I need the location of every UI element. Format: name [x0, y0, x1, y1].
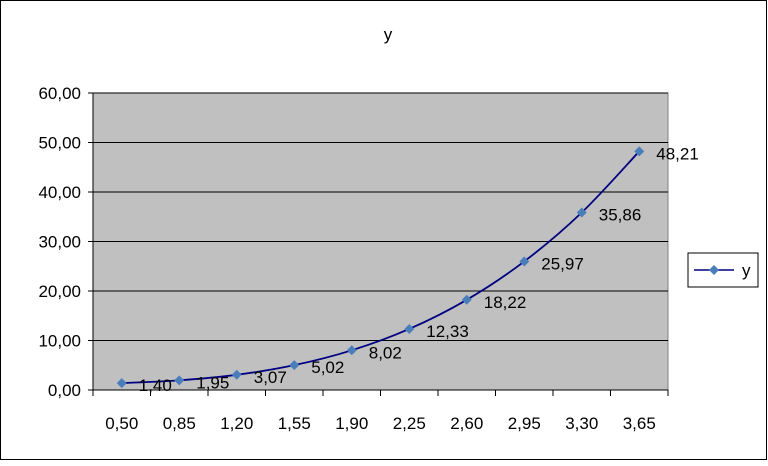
- data-label: 18,22: [484, 293, 527, 312]
- y-tick-label: 50,00: [38, 134, 81, 153]
- data-label: 48,21: [656, 144, 699, 163]
- data-label: 25,97: [541, 254, 584, 273]
- data-point: [116, 378, 127, 389]
- y-tick-label: 0,00: [48, 381, 81, 400]
- data-point: [346, 345, 357, 356]
- plot-area: 0,00 10,00 20,00 30,00 40,00 50,00 60,00 0,50 0,…: [38, 84, 698, 433]
- data-label: 1,40: [139, 376, 172, 395]
- data-point: [576, 207, 587, 218]
- data-label: 8,02: [369, 343, 402, 362]
- data-point: [231, 369, 242, 380]
- x-tick-label: 1,90: [335, 414, 368, 433]
- x-tick-label: 3,30: [565, 414, 598, 433]
- data-label: 3,07: [254, 368, 287, 387]
- legend-label: y: [742, 261, 751, 280]
- x-tick-label: 2,60: [450, 414, 483, 433]
- y-tick-label: 40,00: [38, 183, 81, 202]
- data-label: 1,95: [196, 373, 229, 392]
- x-tick-label: 2,95: [508, 414, 541, 433]
- data-point: [519, 256, 530, 267]
- y-tick-label: 30,00: [38, 233, 81, 252]
- data-point: [174, 375, 185, 386]
- x-tick-label: 0,85: [163, 414, 196, 433]
- y-tick-label: 60,00: [38, 84, 81, 103]
- data-label: 5,02: [311, 358, 344, 377]
- x-tick-label: 1,55: [278, 414, 311, 433]
- legend-marker: [709, 265, 719, 275]
- x-tick-label: 3,65: [623, 414, 656, 433]
- data-point: [289, 360, 300, 371]
- data-point: [634, 146, 645, 157]
- x-tick-label: 2,25: [393, 414, 426, 433]
- data-point: [404, 323, 415, 334]
- data-point: [461, 294, 472, 305]
- data-label: 12,33: [426, 322, 469, 341]
- series-line: [121, 150, 640, 384]
- y-tick-label: 20,00: [38, 282, 81, 301]
- chart-title: y: [384, 25, 393, 44]
- data-label: 35,86: [599, 205, 642, 224]
- y-tick-label: 10,00: [38, 332, 81, 351]
- x-tick-label: 1,20: [220, 414, 253, 433]
- x-tick-label: 0,50: [105, 414, 138, 433]
- legend: y: [687, 252, 759, 288]
